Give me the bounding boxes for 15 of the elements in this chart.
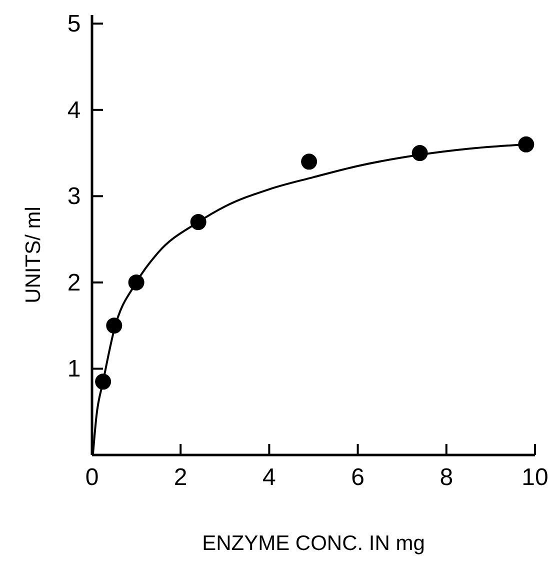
x-tick-label: 0	[85, 464, 99, 491]
point	[518, 136, 534, 152]
x-tick-label: 2	[174, 464, 188, 491]
x-axis-title: ENZYME CONC. IN mg	[202, 532, 425, 555]
y-tick-label: 5	[67, 10, 81, 38]
point	[301, 154, 318, 170]
y-tick-label: 4	[67, 96, 81, 124]
x-tick-label: 8	[440, 464, 454, 491]
x-tick-label: 10	[522, 464, 548, 491]
y-axis-title: UNITS/ ml	[22, 206, 45, 304]
x-tick-label: 6	[351, 464, 364, 491]
y-tick-label: 2	[67, 269, 81, 296]
y-tick-label: 1	[67, 356, 81, 383]
x-tick-label: 4	[262, 464, 276, 491]
y-tick-label: 3	[67, 183, 81, 210]
